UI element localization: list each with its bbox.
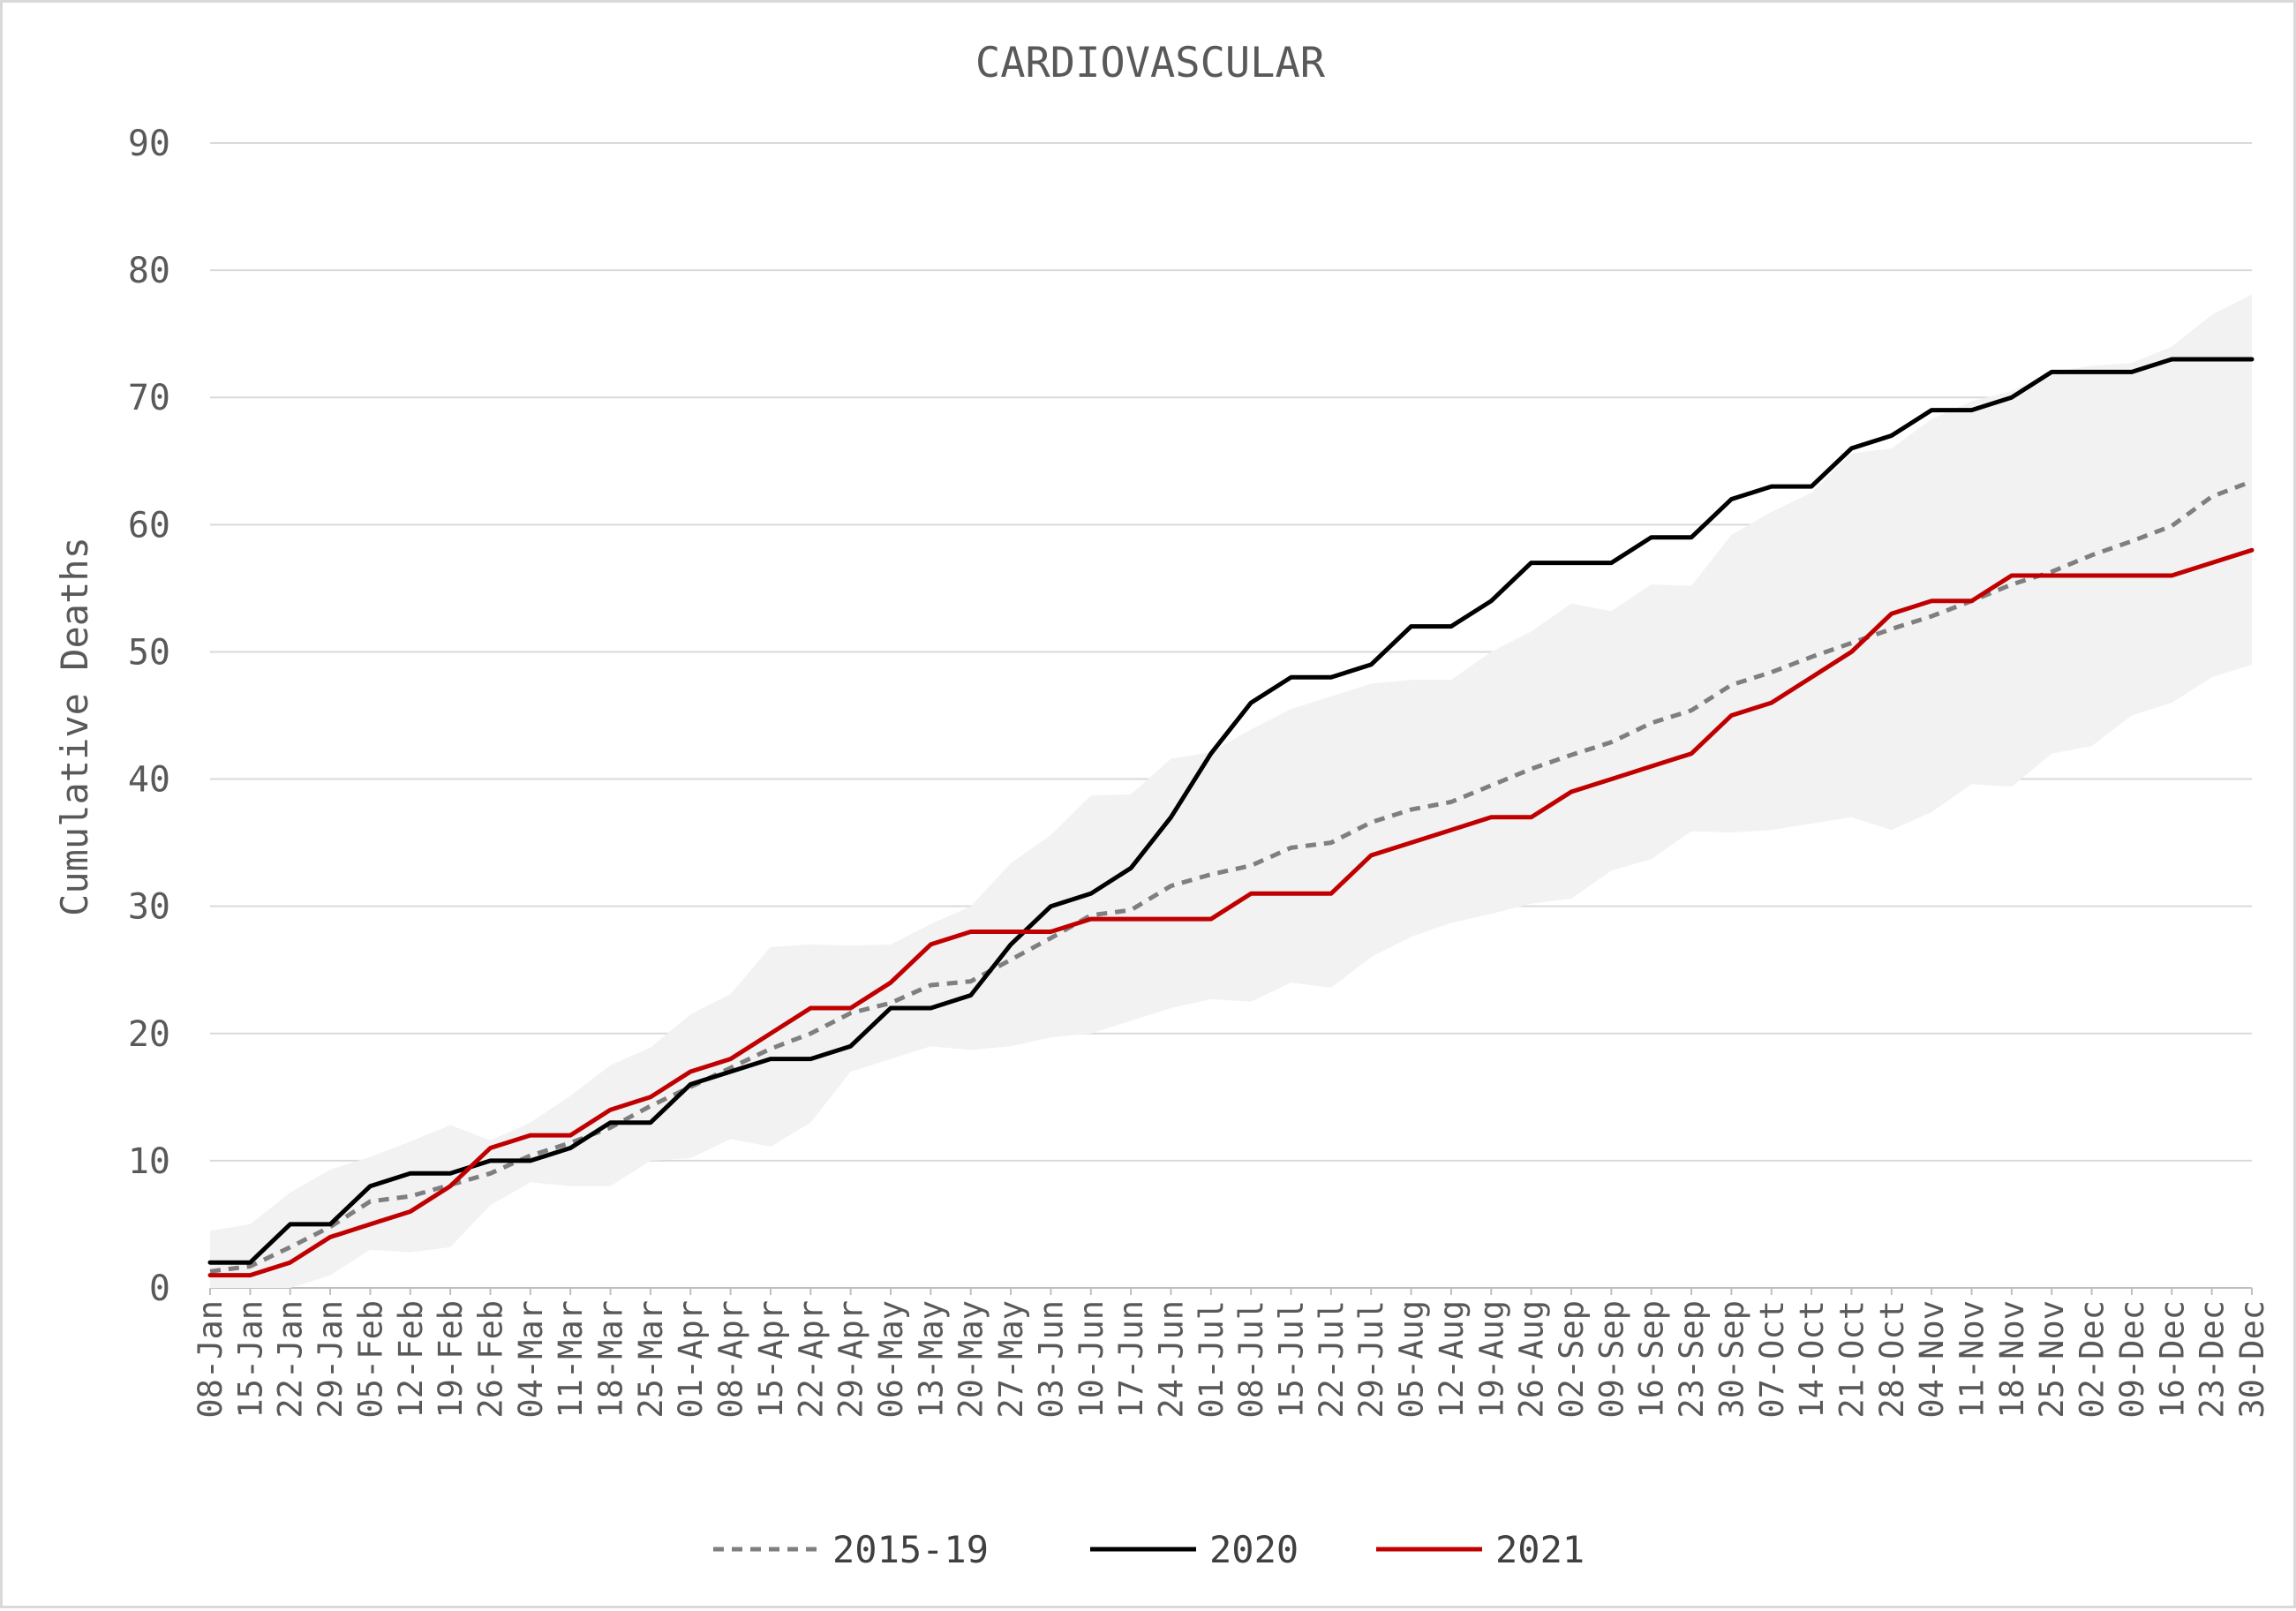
x-tick-label: 07-Oct [1753, 1300, 1791, 1419]
x-tick-label: 11-Nov [1953, 1300, 1991, 1419]
series-layer [207, 357, 2255, 1278]
x-tick-label: 11-Mar [552, 1300, 590, 1419]
x-tick-label: 09-Sep [1592, 1300, 1630, 1419]
legend: 2015-19 2020 2021 [713, 1528, 1585, 1571]
x-tick-label: 02-Dec [2074, 1300, 2112, 1419]
x-tick-label: 29-Apr [832, 1300, 870, 1419]
legend-label-2021: 2021 [1495, 1528, 1585, 1571]
x-tick-label: 27-May [992, 1300, 1030, 1419]
x-tick-label: 03-Jun [1032, 1300, 1070, 1419]
x-tick-label: 08-Jul [1232, 1300, 1270, 1419]
x-tick-label: 29-Jan [312, 1300, 350, 1419]
x-tick-label: 18-Mar [592, 1300, 630, 1419]
x-tick-label: 25-Mar [632, 1300, 670, 1419]
range-band-layer [210, 294, 2252, 1288]
x-tick-label: 21-Oct [1833, 1300, 1871, 1419]
x-tick-label: 02-Sep [1553, 1300, 1591, 1419]
x-tick-label: 04-Mar [512, 1300, 550, 1419]
y-tick-label: 30 [128, 887, 170, 928]
range-band [210, 294, 2252, 1288]
x-tick-label: 23-Dec [2194, 1300, 2232, 1419]
x-tick-label: 26-Feb [471, 1300, 509, 1419]
x-tick-label: 09-Dec [2113, 1300, 2151, 1419]
x-tick-label: 28-Oct [1873, 1300, 1911, 1419]
x-tick-label: 05-Aug [1393, 1300, 1431, 1419]
y-tick-label: 20 [128, 1014, 170, 1055]
x-tick-label: 13-May [912, 1300, 950, 1419]
x-tick-label: 15-Jul [1273, 1300, 1311, 1419]
x-tick-label: 23-Sep [1673, 1300, 1711, 1419]
y-tick-label: 50 [128, 632, 170, 673]
x-tick-label: 08-Apr [712, 1300, 750, 1419]
x-tick-label: 29-Jul [1352, 1300, 1390, 1419]
x-tick-label: 17-Jun [1112, 1300, 1150, 1419]
x-tick-label: 30-Sep [1713, 1300, 1750, 1419]
x-tick-label: 19-Aug [1472, 1300, 1510, 1419]
y-tick-label: 0 [149, 1268, 170, 1309]
x-tick-label: 12-Feb [392, 1300, 430, 1419]
x-tick-label: 16-Dec [2153, 1300, 2191, 1419]
x-tick-label: 06-May [872, 1300, 910, 1419]
y-tick-label: 90 [128, 124, 170, 164]
x-tick-label: 08-Jan [192, 1300, 230, 1419]
x-tick-labels: 08-Jan 15-Jan 22-Jan 29-Jan 05-Feb 12-Feb 19-F… [192, 1300, 2271, 1419]
x-tick-label: 22-Apr [792, 1300, 830, 1419]
x-tick-label: 22-Jul [1313, 1300, 1351, 1419]
legend-label-2015-19: 2015-19 [832, 1528, 989, 1571]
y-tick-label: 60 [128, 505, 170, 546]
x-tick-label: 19-Feb [432, 1300, 470, 1419]
chart-canvas: CARDIOVASCULAR 0 10 20 30 40 50 60 70 80 90 08-Ja… [53, 39, 2271, 1571]
series-line-2020 [207, 357, 2255, 1265]
x-tick-label: 22-Jan [272, 1300, 310, 1419]
y-tick-label: 10 [128, 1141, 170, 1182]
x-tick-label: 05-Feb [351, 1300, 389, 1419]
x-tick-label: 26-Aug [1513, 1300, 1551, 1419]
series-line-2021 [207, 547, 2255, 1278]
x-tick-label: 15-Jan [231, 1300, 269, 1419]
x-tick-label: 04-Nov [1913, 1300, 1951, 1419]
x-tick-label: 10-Jun [1073, 1300, 1110, 1419]
x-tick-label: 15-Apr [752, 1300, 790, 1419]
legend-label-2020: 2020 [1209, 1528, 1299, 1571]
y-tick-labels: 0 10 20 30 40 50 60 70 80 90 [128, 124, 170, 1309]
chart-title: CARDIOVASCULAR [975, 39, 1326, 87]
x-tick-label: 01-Jul [1193, 1300, 1231, 1419]
x-tick-label: 20-May [952, 1300, 990, 1419]
y-tick-label: 40 [128, 760, 170, 801]
x-tick-label: 24-Jun [1152, 1300, 1190, 1419]
x-tick-label: 18-Nov [1993, 1300, 2031, 1419]
series-line-2015-19 [209, 478, 2253, 1274]
x-tick-label: 14-Oct [1793, 1300, 1831, 1419]
y-axis-title: Cumulative Deaths [53, 537, 96, 916]
x-tick-label: 12-Aug [1433, 1300, 1471, 1419]
y-tick-label: 80 [128, 251, 170, 291]
x-tick-label: 01-Apr [672, 1300, 710, 1419]
x-tick-label: 16-Sep [1633, 1300, 1671, 1419]
x-tick-label: 30-Dec [2233, 1300, 2271, 1419]
x-tick-label: 25-Nov [2033, 1300, 2071, 1419]
y-tick-label: 70 [128, 378, 170, 418]
